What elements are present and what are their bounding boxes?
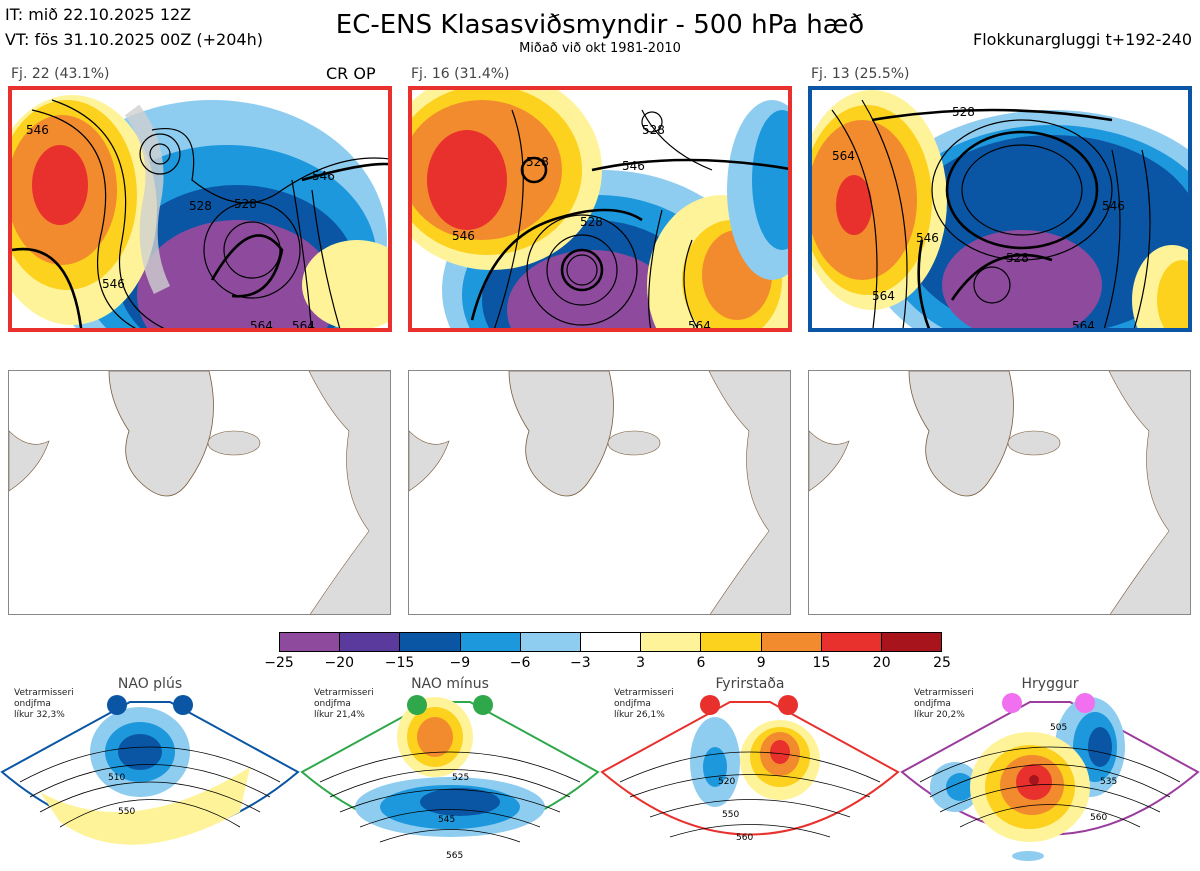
regime-3-contour-label: 520 (718, 777, 735, 787)
colorbar-tick-label: −20 (324, 655, 355, 671)
regime-3-contour-label: 550 (722, 810, 739, 820)
cluster-1-contour-label: 528 (234, 197, 257, 211)
cluster-3-contour-label: 546 (916, 231, 939, 245)
regime-3-contour-label: 560 (736, 833, 753, 843)
blank-map-3 (808, 370, 1191, 615)
colorbar-tick-label: 15 (812, 655, 831, 671)
colorbar-tick-label: −25 (264, 655, 294, 671)
colorbar-segment (641, 633, 702, 651)
blank-map-2 (408, 370, 791, 615)
colorbar-tick-label: 9 (756, 655, 766, 671)
cluster-3-contour-label: 564 (832, 149, 855, 163)
regime-1-info-line: líkur 32,3% (14, 710, 65, 720)
colorbar-segment (520, 633, 581, 651)
regime-4-info-line: Vetrarmisseri (914, 688, 974, 698)
colorbar-tick-label: 25 (933, 655, 951, 671)
cluster-3-contour-label: 528 (1006, 251, 1029, 265)
colorbar-segment (400, 633, 461, 651)
cluster-1-contour-label: 564 (292, 319, 315, 332)
regime-1-contour-label: 550 (118, 807, 135, 817)
cluster-2-contour-label: 528 (642, 123, 665, 137)
cluster-1-label: Fj. 22 (43.1%) (11, 66, 110, 82)
colorbar-segment (460, 633, 521, 651)
regime-ridge: 505 535 560 Hryggur Vetrarmisseri ondjfm… (900, 672, 1200, 871)
regime-2-contour-label: 565 (446, 851, 463, 861)
colorbar-segment (761, 633, 822, 651)
cluster-1-contour-label: 528 (189, 199, 212, 213)
colorbar-segment (580, 633, 642, 651)
colorbar-segment (280, 633, 341, 651)
cluster-2-contour-label: 528 (526, 155, 549, 169)
regime-4-contour-label: 560 (1090, 813, 1107, 823)
regime-3-info-line: ondjfma (614, 699, 651, 709)
colorbar (279, 632, 942, 652)
regime-2-contour-label: 525 (452, 773, 469, 783)
cluster-3-contour-label: 528 (952, 105, 975, 119)
cluster-1-map: 546 528 528 546 546 564 564 (8, 86, 392, 332)
cluster-1-contour-label: 546 (102, 277, 125, 291)
regime-1-info: Vetrarmisseri ondjfma líkur 32,3% (14, 688, 74, 721)
cluster-1-contour-label: 546 (312, 169, 335, 183)
regime-4-contour-label: 535 (1100, 777, 1117, 787)
regime-1-info-line: ondjfma (14, 699, 51, 709)
cluster-3-map: 528 564 546 528 546 564 564 (808, 86, 1192, 332)
colorbar-tick-label: −15 (384, 655, 415, 671)
regime-4-info-line: líkur 20,2% (914, 710, 965, 720)
cluster-2-map: 528 528 546 528 546 564 (408, 86, 792, 332)
colorbar-segment (881, 633, 942, 651)
cluster-1-contour-label: 546 (26, 123, 49, 137)
valid-time: VT: fös 31.10.2025 00Z (+204h) (5, 30, 263, 49)
regime-2-name: NAO mínus (411, 676, 489, 692)
classification-window: Flokkunargluggi t+192-240 (973, 30, 1192, 49)
regime-2-info: Vetrarmisseri ondjfma líkur 21,4% (314, 688, 374, 721)
colorbar-tick-label: 6 (696, 655, 706, 671)
colorbar-segment (701, 633, 762, 651)
colorbar-tick-label: −6 (509, 655, 531, 671)
regime-3-info-line: líkur 26,1% (614, 710, 665, 720)
regime-nao-plus: 510 550 NAO plús Vetrarmisseri ondjfma l… (0, 672, 300, 871)
colorbar-segment (821, 633, 882, 651)
regime-4-name: Hryggur (1021, 676, 1079, 692)
cluster-2-contour-label: 528 (580, 215, 603, 229)
regime-blocking: 520 550 560 Fyrirstaða Vetrarmisseri ond… (600, 672, 900, 871)
cluster-3-contour-label: 564 (1072, 319, 1095, 332)
cluster-3-contour-label: 564 (872, 289, 895, 303)
regime-2-info-line: líkur 21,4% (314, 710, 365, 720)
cluster-1-contour-label: 564 (250, 319, 273, 332)
colorbar-tick-label: 3 (636, 655, 646, 671)
regime-4-info: Vetrarmisseri ondjfma líkur 20,2% (914, 688, 974, 721)
cluster-1-tag: CR OP (326, 64, 376, 83)
regime-2-info-line: ondjfma (314, 699, 351, 709)
cluster-2-contour-label: 546 (452, 229, 475, 243)
regime-1-info-line: Vetrarmisseri (14, 688, 74, 698)
colorbar-tick-label: −9 (449, 655, 471, 671)
cluster-2-contour-label: 546 (622, 159, 645, 173)
regime-nao-minus: 525 545 565 NAO mínus Vetrarmisseri ondj… (300, 672, 600, 871)
regime-4-contour-label: 505 (1050, 723, 1067, 733)
initial-time: IT: mið 22.10.2025 12Z (5, 5, 192, 24)
regime-2-contour-label: 545 (438, 815, 455, 825)
cluster-3-contour-label: 546 (1102, 199, 1125, 213)
cluster-2-label: Fj. 16 (31.4%) (411, 66, 510, 82)
page-subtitle: Miðað við okt 1981-2010 (519, 41, 681, 56)
regime-2-info-line: Vetrarmisseri (314, 688, 374, 698)
colorbar-tick-label: −3 (570, 655, 591, 671)
blank-map-1 (8, 370, 391, 615)
colorbar-segment (340, 633, 401, 651)
regime-3-info-line: Vetrarmisseri (614, 688, 674, 698)
regime-4-info-line: ondjfma (914, 699, 951, 709)
cluster-3-label: Fj. 13 (25.5%) (811, 66, 910, 82)
regime-1-name: NAO plús (117, 676, 183, 692)
cluster-2-contour-label: 564 (688, 319, 711, 332)
colorbar-tick-label: 20 (872, 655, 891, 671)
regime-1-contour-label: 510 (108, 773, 125, 783)
regime-3-name: Fyrirstaða (715, 676, 785, 692)
regime-3-info: Vetrarmisseri ondjfma líkur 26,1% (614, 688, 674, 721)
page-title: EC-ENS Klasasviðsmyndir - 500 hPa hæð (335, 10, 865, 40)
